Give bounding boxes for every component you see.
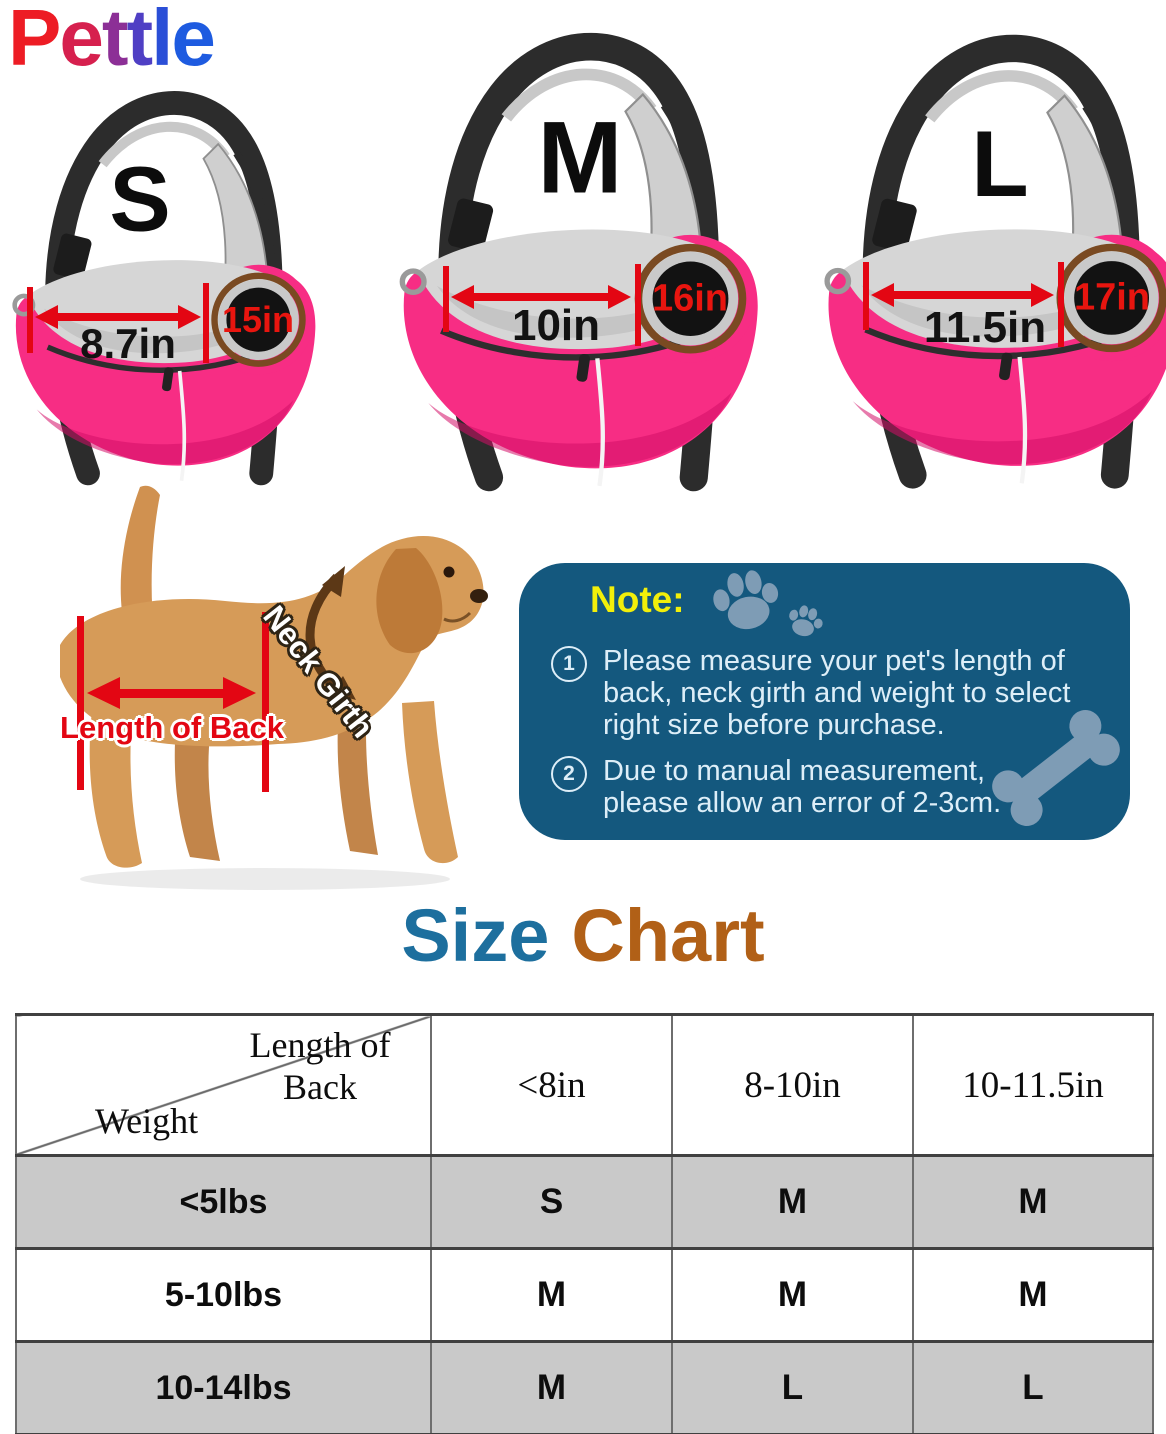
length-of-back-label: Length of Back	[60, 710, 284, 745]
paw-icon	[713, 570, 823, 637]
bag-s-back-width: 8.7in	[80, 320, 176, 367]
column-header-2: 8-10in	[671, 1013, 914, 1157]
column-header-3: 10-11.5in	[912, 1013, 1154, 1157]
dog-illustration	[60, 485, 488, 890]
note-item-2: 2 Due to manual measurement, please allo…	[551, 755, 1021, 819]
size-value: S	[430, 1154, 673, 1250]
note-item-2-text: Due to manual measurement, please allow …	[603, 755, 1002, 819]
corner-label-length-of-back: Length of Back	[249, 1025, 391, 1108]
size-value: M	[912, 1247, 1154, 1343]
row-weight-label: 10-14lbs	[15, 1340, 432, 1434]
size-value: L	[912, 1340, 1154, 1434]
bag-m-illustration	[385, 20, 775, 520]
row-weight-label: <5lbs	[15, 1154, 432, 1250]
size-value: M	[671, 1247, 914, 1343]
note-item-1-text: Please measure your pet's length of back…	[603, 645, 1071, 741]
bag-s-illustration	[0, 80, 330, 510]
size-chart-table: Length of Back Weight <8in 8-10in 10-11.…	[15, 1013, 1154, 1434]
corner-label-weight: Weight	[95, 1101, 199, 1141]
size-chart-title-word1: Size	[401, 894, 550, 977]
size-value: L	[671, 1340, 914, 1434]
bone-icon	[992, 710, 1120, 826]
bag-l-back-width: 11.5in	[923, 303, 1047, 352]
bag-l-size-label: L	[971, 111, 1029, 216]
size-chart-title: Size Chart	[0, 893, 1166, 978]
table-row: <5lbs S M M	[15, 1154, 1154, 1250]
size-value: M	[912, 1154, 1154, 1250]
note-title: Note:	[590, 579, 685, 620]
bag-s-size-label: S	[109, 148, 171, 251]
bag-l-opening-size: 17in	[1073, 276, 1151, 319]
row-weight-label: 5-10lbs	[15, 1247, 432, 1343]
note-item-2-number: 2	[551, 756, 587, 792]
table-corner-cell: Length of Back Weight	[15, 1013, 432, 1157]
table-row: 5-10lbs M M M	[15, 1247, 1154, 1343]
bag-m-size-label: M	[537, 100, 623, 215]
size-chart-grid: Length of Back Weight <8in 8-10in 10-11.…	[15, 1013, 1154, 1434]
size-value: M	[430, 1340, 673, 1434]
bag-m-back-width: 10in	[511, 301, 601, 350]
size-chart-title-word2: Chart	[571, 894, 765, 977]
note-box: Note: 1 Please measure your pet's length…	[519, 563, 1130, 840]
bag-l-illustration	[810, 22, 1166, 517]
table-header-row: Length of Back Weight <8in 8-10in 10-11.…	[15, 1013, 1154, 1157]
size-value: M	[430, 1247, 673, 1343]
note-item-1: 1 Please measure your pet's length of ba…	[551, 645, 1107, 741]
paw-icon-small	[789, 605, 823, 637]
table-row: 10-14lbs M L L	[15, 1340, 1154, 1434]
size-value: M	[671, 1154, 914, 1250]
bag-s-opening-size: 15in	[221, 299, 295, 340]
column-header-1: <8in	[430, 1013, 673, 1157]
note-item-1-number: 1	[551, 646, 587, 682]
brand-logo: Pettle	[8, 0, 216, 82]
bag-m-opening-size: 16in	[651, 277, 729, 320]
